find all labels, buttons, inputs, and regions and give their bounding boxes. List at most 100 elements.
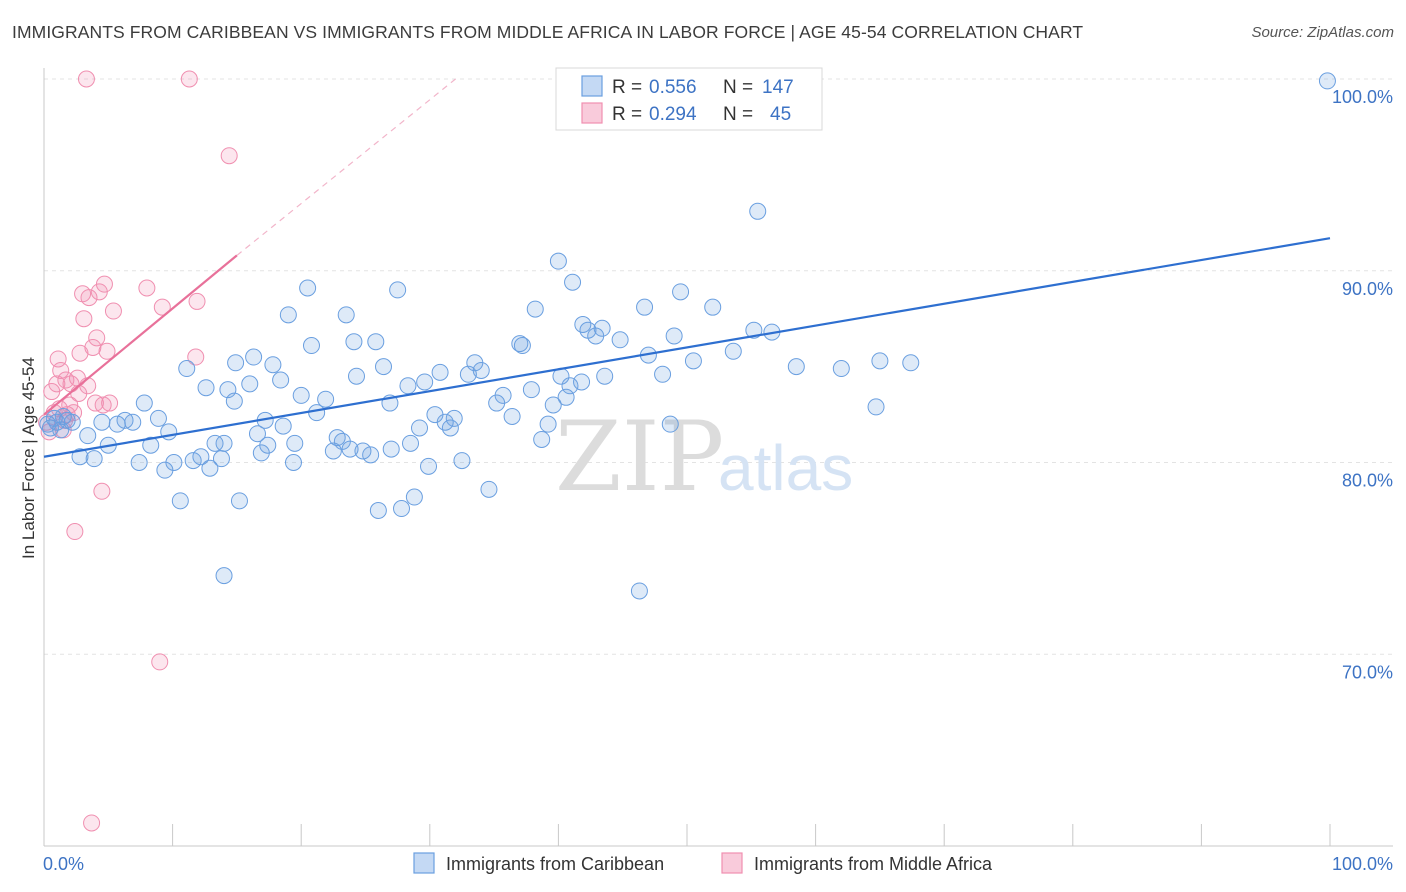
point-caribbean (135, 394, 153, 412)
point-middle-africa (151, 653, 169, 671)
legend-n-label-blue: N = (723, 77, 753, 98)
point-caribbean (472, 361, 490, 379)
legend-n-label-pink: N = (723, 104, 753, 125)
point-caribbean (206, 434, 224, 452)
point-caribbean (393, 500, 411, 518)
point-caribbean (416, 373, 434, 391)
point-middle-africa (188, 292, 206, 310)
point-middle-africa (187, 348, 205, 366)
point-caribbean (382, 440, 400, 458)
point-caribbean (636, 298, 654, 316)
point-caribbean (279, 306, 297, 324)
point-caribbean (337, 306, 355, 324)
point-caribbean (201, 459, 219, 477)
point-middle-africa (138, 279, 156, 297)
point-middle-africa (153, 298, 171, 316)
y-axis-label: In Labor Force | Age 45-54 (19, 357, 38, 559)
watermark-zip: ZIP (555, 401, 724, 513)
legend-r-label-blue: R = (612, 77, 642, 98)
point-caribbean (494, 386, 512, 404)
y-tick-label-70: 70.0% (1342, 662, 1393, 682)
bottom-legend-caribbean: Immigrants from Caribbean (446, 854, 664, 874)
point-middle-africa (104, 302, 122, 320)
x-tick-label-100: 100.0% (1332, 854, 1393, 874)
gridlines (44, 78, 1393, 655)
point-caribbean (341, 440, 359, 458)
point-caribbean (522, 381, 540, 399)
x-tick-label-0: 0.0% (43, 854, 84, 874)
point-caribbean (197, 379, 215, 397)
point-caribbean (227, 354, 245, 372)
point-middle-africa (48, 375, 66, 393)
point-caribbean (411, 419, 429, 437)
point-caribbean (405, 488, 423, 506)
point-middle-africa (52, 361, 70, 379)
point-caribbean (441, 419, 459, 437)
point-middle-africa (66, 523, 84, 541)
point-caribbean (347, 367, 365, 385)
point-middle-africa (180, 70, 198, 88)
point-caribbean (324, 442, 342, 460)
series-middle-africa-points (38, 70, 238, 832)
point-middle-africa (98, 342, 116, 360)
trend-lines (43, 78, 1331, 458)
point-caribbean (286, 434, 304, 452)
point-caribbean (274, 417, 292, 435)
point-caribbean (745, 321, 763, 339)
legend-r-value-pink: 0.294 (649, 104, 697, 125)
point-caribbean (212, 450, 230, 468)
point-caribbean (171, 492, 189, 510)
point-caribbean (564, 273, 582, 291)
point-middle-africa (88, 329, 106, 347)
point-caribbean (345, 333, 363, 351)
point-caribbean (284, 454, 302, 471)
point-caribbean (526, 300, 544, 318)
source-label: Source: ZipAtlas.com (1251, 24, 1394, 41)
point-caribbean (317, 390, 335, 408)
point-caribbean (513, 337, 531, 355)
axes (43, 68, 1393, 847)
point-middle-africa (77, 70, 95, 88)
watermark-atlas: atlas (718, 432, 853, 504)
point-caribbean (867, 398, 885, 416)
point-caribbean (533, 430, 551, 448)
point-middle-africa (79, 377, 97, 395)
series-legend: Immigrants from Caribbean Immigrants fro… (413, 852, 993, 874)
point-caribbean (369, 501, 387, 519)
point-middle-africa (95, 275, 113, 293)
point-caribbean (124, 413, 142, 431)
point-caribbean (1318, 72, 1336, 90)
point-caribbean (308, 404, 326, 422)
point-caribbean (299, 279, 317, 297)
bottom-legend-swatch-pink (721, 852, 743, 874)
watermark: ZIP atlas (555, 401, 853, 513)
point-caribbean (375, 358, 393, 376)
point-middle-africa (93, 482, 111, 500)
point-caribbean (362, 446, 380, 464)
point-caribbean (503, 407, 521, 425)
y-tick-labels: 70.0% 80.0% 90.0% 100.0% (1332, 87, 1393, 682)
point-caribbean (787, 358, 805, 376)
point-caribbean (399, 377, 417, 395)
point-caribbean (573, 373, 591, 391)
point-caribbean (142, 436, 160, 454)
point-caribbean (93, 413, 111, 431)
point-caribbean (264, 356, 282, 374)
point-caribbean (445, 409, 463, 427)
point-caribbean (654, 365, 672, 383)
point-caribbean (215, 567, 233, 585)
chart-title: IMMIGRANTS FROM CARIBBEAN VS IMMIGRANTS … (12, 22, 1084, 42)
point-caribbean (593, 319, 611, 337)
point-caribbean (902, 354, 920, 372)
point-middle-africa (94, 396, 112, 414)
point-caribbean (354, 442, 372, 460)
point-middle-africa (83, 814, 101, 832)
point-caribbean (420, 457, 438, 475)
point-caribbean (596, 367, 614, 385)
correlation-legend: R = 0.556 N = 147 R = 0.294 N = 45 (555, 67, 823, 131)
bottom-legend-swatch-blue (413, 852, 435, 874)
point-caribbean (611, 331, 629, 349)
point-caribbean (63, 413, 81, 431)
point-caribbean (130, 454, 148, 471)
point-caribbean (871, 352, 889, 370)
